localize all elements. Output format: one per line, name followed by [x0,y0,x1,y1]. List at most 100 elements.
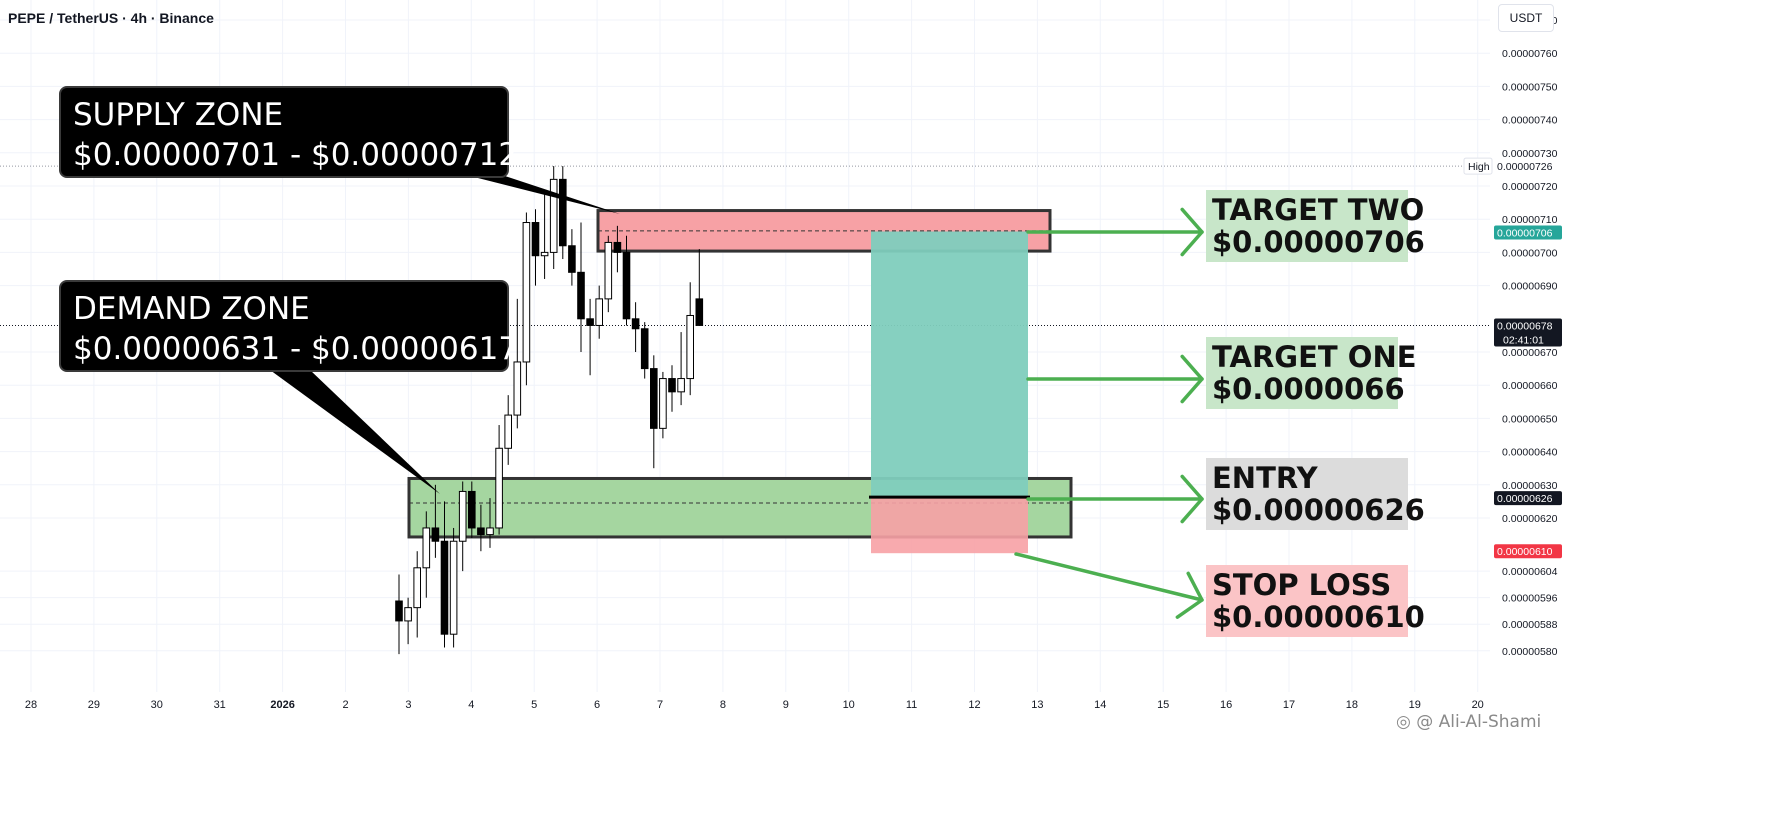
arrow-head [1180,354,1204,404]
candle-body [513,361,522,416]
entry-label: ENTRY $0.00000626 [1206,458,1425,530]
price-badge [1494,491,1562,506]
candle-body [604,241,613,300]
candle-body [686,314,695,380]
candle-body [586,318,594,326]
x-tick-label: 9 [783,699,789,711]
supply-zone-title: SUPPLY ZONE [73,97,284,133]
arrow-head [1180,207,1204,257]
x-tick-label: 2026 [270,699,294,711]
price-badge-value: 0.00000626 [1497,493,1553,505]
candle-body [650,368,658,429]
candle-body [631,318,640,330]
target-two-arrow [1026,207,1204,257]
y-tick-label: 0.00000740 [1502,115,1558,127]
supply-zone-callout: SUPPLY ZONE $0.00000701 - $0.00000712 [59,86,519,178]
y-tick-label: 0.00000700 [1502,247,1558,259]
candle-body [404,607,412,622]
y-tick-label: 0.00000720 [1502,181,1558,193]
entry-price: $0.00000626 [1212,493,1425,527]
entry-arrow [1026,474,1204,524]
x-tick-label: 6 [594,699,600,711]
demand-zone-title: DEMAND ZONE [73,291,310,327]
y-tick-label: 0.00000670 [1502,347,1558,359]
x-tick-label: 30 [151,699,163,711]
candle-body [640,328,649,370]
candle-body [449,540,458,635]
arrow-shaft [1014,552,1204,602]
candle-body [422,527,431,569]
x-tick-label: 15 [1157,699,1169,711]
x-tick-label: 31 [214,699,226,711]
target-one-arrow [1026,354,1204,404]
x-tick-label: 17 [1283,699,1295,711]
price-axis: 0.000007700.000007600.000007500.00000740… [1463,15,1562,658]
stop-loss-title: STOP LOSS [1212,568,1392,602]
candle-body [613,241,622,253]
author-watermark: ◎ @ Ali-Al-Shami [1396,712,1542,732]
y-tick-label: 0.00000630 [1502,480,1558,492]
y-tick-label: 0.00000640 [1502,447,1558,459]
watermark-text: Ali-Al-Shami [1438,712,1542,732]
candle-body [504,414,512,449]
y-tick-label: 0.00000588 [1502,619,1558,631]
stop-loss-label: STOP LOSS $0.00000610 [1206,565,1425,637]
x-tick-label: 18 [1346,699,1358,711]
x-tick-label: 20 [1472,699,1484,711]
x-tick-label: 14 [1094,699,1106,711]
candle-body [622,251,631,320]
supply-callout-pointer [470,176,620,214]
target-one-title: TARGET ONE [1212,340,1417,374]
demand-zone-callout: DEMAND ZONE $0.00000631 - $0.00000617 [59,280,519,372]
price-badge-timer: 02:41:01 [1503,334,1544,346]
x-tick-label: 19 [1409,699,1421,711]
x-tick-label: 29 [88,699,100,711]
candle-body [531,222,540,257]
y-tick-label: 0.00000580 [1502,646,1558,658]
stop-loss-price: $0.00000610 [1212,600,1425,634]
x-tick-label: 4 [468,699,474,711]
price-badge-value: 0.00000610 [1497,546,1553,558]
x-tick-label: 12 [968,699,980,711]
candle-body [659,378,667,429]
y-tick-label: 0.00000604 [1502,566,1558,578]
candle-body [540,251,549,257]
candle-body [440,540,449,635]
candle-body [577,271,585,320]
overlays [270,176,1204,619]
price-badge-value: 0.00000706 [1497,227,1553,239]
price-badge [1494,159,1562,174]
candle-body [468,490,476,529]
target-area [871,231,1028,498]
candle-body [695,298,704,326]
high-label-box [1463,157,1493,175]
time-axis: 28 29 30 31 2026 2 3 4 5 6 7 8 9 10 11 12 13 14 15 16 17 18 19… [25,699,1484,711]
target-one-price: $0.0000066 [1212,372,1405,406]
demand-zone-range: $0.00000631 - $0.00000617 [73,331,519,367]
target-one-label: TARGET ONE $0.0000066 [1206,337,1417,409]
y-tick-label: 0.00000710 [1502,214,1558,226]
candle-body [559,178,567,247]
supply-zone-range: $0.00000701 - $0.00000712 [73,137,519,173]
x-tick-label: 28 [25,699,37,711]
symbol-header[interactable]: PEPE / TetherUS · 4h · Binance [8,10,214,26]
candle-body [595,298,604,326]
candle-body [395,600,403,622]
currency-button[interactable]: USDT [1498,4,1554,32]
price-badge [1494,318,1562,347]
candle-body [677,378,685,393]
price-badge [1494,544,1562,559]
x-tick-label: 10 [843,699,855,711]
price-badge-value: 0.00000678 [1497,320,1553,332]
y-tick-label: 0.00000760 [1502,48,1558,60]
price-badge-value: 0.00000726 [1497,161,1553,173]
y-tick-label: 0.00000620 [1502,513,1558,525]
candle-body [495,447,503,529]
demand-callout-pointer [270,370,440,494]
x-tick-label: 13 [1031,699,1043,711]
price-badge [1494,225,1562,240]
y-tick-label: 0.00000690 [1502,281,1558,293]
arrow-head [1175,571,1204,619]
candles [395,166,704,655]
